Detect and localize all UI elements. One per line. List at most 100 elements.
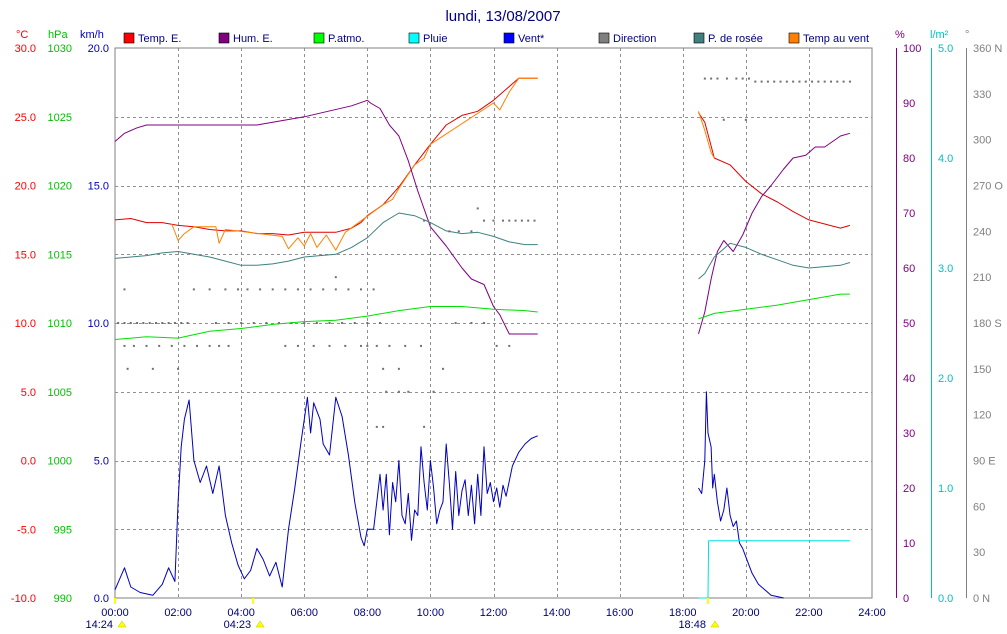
series-line bbox=[114, 212, 538, 266]
legend: Temp. E. Hum. E. P.atmo. Pluie Vent* Directio… bbox=[123, 32, 869, 45]
kmh-tick-label: 10.0 bbox=[88, 318, 109, 330]
direction-tick-label: 240 bbox=[973, 226, 991, 238]
direction-point bbox=[423, 425, 426, 428]
direction-point bbox=[454, 322, 457, 324]
direction-point bbox=[725, 77, 728, 80]
legend-label: P. de rosée bbox=[708, 33, 763, 45]
legend-swatch bbox=[693, 32, 705, 44]
direction-point bbox=[208, 288, 211, 291]
legend-swatch bbox=[218, 32, 230, 44]
direction-point bbox=[246, 288, 249, 291]
rain-tick-label: 5.0 bbox=[938, 43, 953, 55]
direction-point bbox=[117, 322, 120, 324]
time-marker-label: 18:48 bbox=[678, 619, 706, 631]
percent-tick-label: 30 bbox=[903, 428, 915, 440]
direction-point bbox=[798, 80, 801, 83]
direction-axis-unit: ° bbox=[965, 29, 969, 41]
x-tick-label: 08:00 bbox=[354, 607, 382, 619]
direction-point bbox=[722, 118, 725, 121]
percent-tick-label: 70 bbox=[903, 208, 915, 220]
direction-point bbox=[167, 322, 170, 324]
percent-tick-label: 50 bbox=[903, 318, 915, 330]
direction-point bbox=[375, 425, 378, 428]
direction-point bbox=[792, 80, 795, 83]
time-markers: 14:24 04:23 18:48 bbox=[85, 598, 720, 631]
direction-point bbox=[123, 344, 126, 347]
direction-point bbox=[224, 288, 227, 291]
direction-point bbox=[192, 288, 195, 291]
direction-point bbox=[442, 367, 445, 370]
direction-point bbox=[476, 207, 479, 210]
direction-point bbox=[836, 80, 839, 83]
time-marker-label: 14:24 bbox=[85, 619, 113, 631]
direction-point bbox=[419, 344, 422, 347]
rain-tick-label: 1.0 bbox=[938, 483, 953, 495]
hpa-tick-label: 1005 bbox=[48, 387, 72, 399]
kmh-tick-label: 20.0 bbox=[88, 43, 109, 55]
direction-point bbox=[296, 344, 299, 347]
direction-point bbox=[366, 344, 369, 347]
percent-tick-label: 40 bbox=[903, 373, 915, 385]
direction-point bbox=[252, 322, 255, 324]
legend-label: Pluie bbox=[423, 33, 447, 45]
direction-point bbox=[703, 77, 706, 80]
time-marker-label: 04:23 bbox=[224, 619, 252, 631]
direction-point bbox=[779, 80, 782, 83]
direction-point bbox=[766, 80, 769, 83]
direction-point bbox=[145, 344, 148, 347]
direction-point bbox=[309, 288, 312, 291]
legend-swatch bbox=[313, 32, 325, 44]
legend-swatch bbox=[123, 32, 135, 44]
rain-axis-unit: l/m² bbox=[930, 29, 949, 41]
series-line bbox=[698, 391, 784, 599]
direction-point bbox=[397, 367, 400, 370]
series-line bbox=[698, 111, 715, 159]
celsius-tick-label: 20.0 bbox=[15, 181, 36, 193]
direction-point bbox=[142, 322, 145, 324]
direction-point bbox=[470, 322, 473, 324]
series-line bbox=[698, 242, 851, 280]
direction-point bbox=[423, 219, 426, 222]
direction-point bbox=[842, 80, 845, 83]
direction-point bbox=[173, 322, 176, 324]
direction-point bbox=[397, 390, 400, 393]
direction-point bbox=[382, 425, 385, 428]
direction-point bbox=[747, 77, 750, 80]
legend-swatch bbox=[788, 32, 800, 44]
direction-point bbox=[741, 77, 744, 80]
direction-point bbox=[227, 344, 230, 347]
direction-point bbox=[483, 219, 486, 222]
direction-point bbox=[183, 344, 186, 347]
hpa-axis-unit: hPa bbox=[48, 29, 68, 41]
x-tick-label: 22:00 bbox=[795, 607, 823, 619]
legend-label: Temp au vent bbox=[803, 33, 869, 45]
direction-series bbox=[117, 77, 851, 428]
x-tick-label: 10:00 bbox=[417, 607, 445, 619]
direction-point bbox=[501, 219, 504, 222]
legend-label: P.atmo. bbox=[328, 33, 365, 45]
direction-point bbox=[328, 344, 331, 347]
celsius-tick-label: -5.0 bbox=[17, 524, 36, 536]
direction-point bbox=[716, 77, 719, 80]
celsius-tick-label: -10.0 bbox=[11, 593, 36, 605]
kmh-tick-label: 15.0 bbox=[88, 181, 109, 193]
direction-tick-label: 60 bbox=[973, 501, 985, 513]
grid bbox=[114, 47, 873, 599]
series-lines bbox=[114, 77, 851, 599]
hpa-tick-label: 1025 bbox=[48, 112, 72, 124]
direction-point bbox=[132, 344, 135, 347]
hpa-tick-label: 1015 bbox=[48, 249, 72, 261]
direction-point bbox=[334, 288, 337, 291]
direction-point bbox=[284, 288, 287, 291]
direction-point bbox=[136, 322, 139, 324]
direction-point bbox=[265, 322, 268, 324]
direction-point bbox=[312, 344, 315, 347]
direction-point bbox=[804, 80, 807, 83]
x-tick-label: 00:00 bbox=[101, 607, 129, 619]
rain-tick-label: 0.0 bbox=[938, 593, 953, 605]
direction-point bbox=[303, 322, 306, 324]
direction-point bbox=[492, 219, 495, 222]
celsius-tick-label: 5.0 bbox=[21, 387, 36, 399]
x-tick-label: 16:00 bbox=[606, 607, 634, 619]
direction-point bbox=[126, 367, 129, 370]
